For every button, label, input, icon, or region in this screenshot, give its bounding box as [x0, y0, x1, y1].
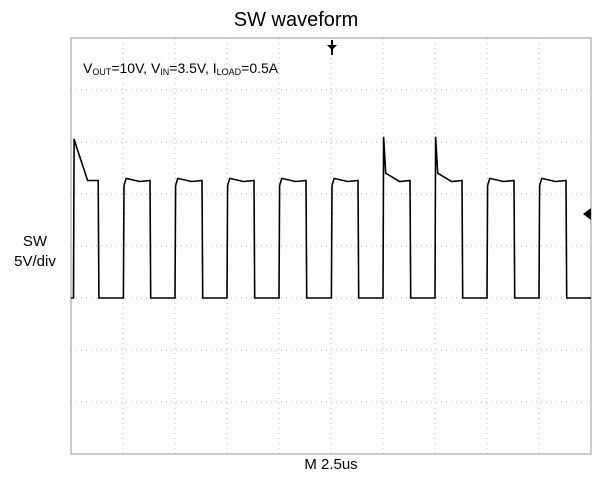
operating-conditions-annotation: VOUT=10V, VIN=3.5V, ILOAD=0.5A [83, 60, 279, 77]
channel-label: SW 5V/div [0, 232, 70, 272]
channel-scale: 5V/div [14, 253, 56, 270]
chart-title: SW waveform [233, 9, 359, 31]
plot-frame [70, 37, 592, 455]
timebase-label: M 2.5us [304, 456, 358, 473]
channel-name: SW [22, 233, 48, 250]
trigger-level-marker [583, 208, 591, 220]
sw-waveform-trace [71, 136, 591, 299]
